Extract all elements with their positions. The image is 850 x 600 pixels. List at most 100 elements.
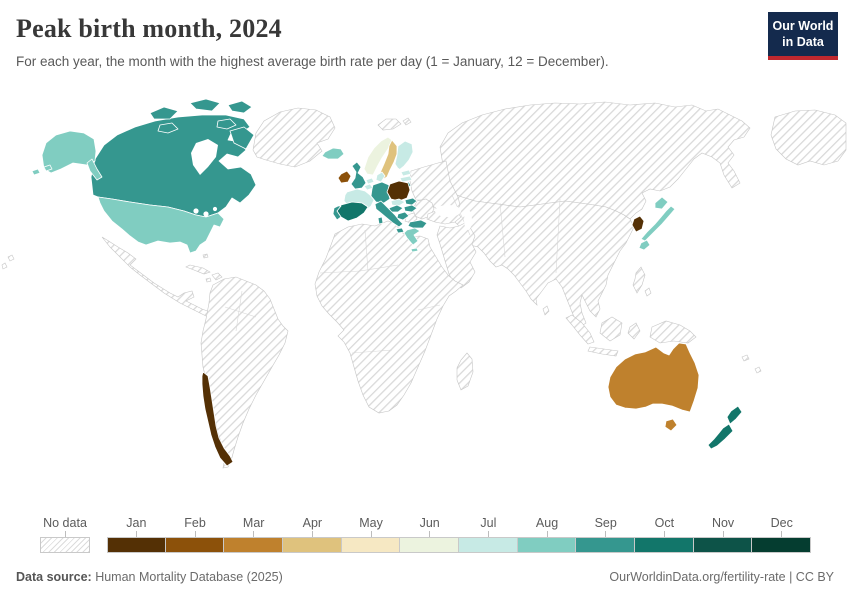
region-africa[interactable] [314, 220, 464, 414]
island-polynesia[interactable] [1, 262, 8, 270]
country-usa-aleutian-1[interactable] [43, 164, 53, 172]
legend-tick [781, 531, 783, 537]
country-new-guinea[interactable] [649, 320, 697, 344]
country-latvia[interactable] [399, 175, 413, 183]
country-borneo[interactable] [599, 316, 623, 342]
great-lake-1 [193, 208, 199, 214]
legend-tick [253, 531, 255, 537]
country-estonia[interactable] [400, 169, 412, 177]
country-canada-island-3[interactable] [227, 100, 253, 114]
legend-cell-jan[interactable]: Jan [107, 517, 166, 553]
country-svalbard-2[interactable] [402, 117, 412, 126]
country-ireland[interactable] [337, 170, 352, 184]
legend-cell-nov[interactable]: Nov [693, 517, 753, 553]
country-philippines-2[interactable] [644, 287, 652, 297]
region-south-america[interactable] [200, 276, 289, 469]
country-russia-far-east[interactable] [770, 109, 847, 166]
country-svalbard[interactable] [377, 118, 402, 131]
country-italy-sardinia[interactable] [377, 216, 384, 225]
country-bahamas[interactable] [202, 253, 209, 259]
country-greece[interactable] [403, 227, 421, 246]
legend-cell-jul[interactable]: Jul [459, 517, 518, 553]
legend-month-label: Mar [242, 516, 265, 530]
country-czechia[interactable] [390, 198, 406, 207]
country-germany[interactable] [370, 181, 391, 204]
world-map [0, 95, 850, 507]
country-australia[interactable] [607, 342, 700, 413]
legend-cell-feb[interactable]: Feb [165, 517, 225, 553]
legend-cell-aug[interactable]: Aug [517, 516, 577, 553]
country-slovakia[interactable] [404, 197, 418, 206]
legend-cell-apr[interactable]: Apr [283, 517, 342, 553]
country-usa[interactable] [97, 196, 225, 254]
legend-cell-may[interactable]: May [341, 517, 401, 553]
country-jamaica[interactable] [205, 277, 212, 283]
country-portugal[interactable] [332, 205, 342, 221]
country-italy-sicily[interactable] [395, 227, 405, 234]
country-canada-island-4[interactable] [157, 122, 179, 134]
legend-tick [194, 531, 196, 537]
legend-cell-jun[interactable]: Jun [400, 517, 460, 553]
country-canada-island-2[interactable] [189, 98, 221, 112]
country-nz-north[interactable] [726, 405, 743, 425]
legend-cell-dec[interactable]: Dec [752, 517, 812, 553]
footer-link[interactable]: OurWorldinData.org/fertility-rate | CC B… [609, 570, 834, 584]
legend-no-data[interactable]: No data [40, 517, 90, 553]
legend-month-label: Oct [654, 516, 675, 530]
country-philippines[interactable] [632, 266, 646, 294]
island-hawaii[interactable] [7, 254, 15, 262]
country-spain[interactable] [336, 201, 369, 222]
country-bulgaria[interactable] [407, 219, 428, 229]
country-poland[interactable] [386, 180, 411, 202]
country-nz-south[interactable] [707, 423, 734, 450]
border-lines-asia [224, 194, 561, 332]
country-iceland[interactable] [321, 147, 345, 160]
country-canada-island-1[interactable] [149, 106, 179, 120]
legend-tick [370, 531, 372, 537]
country-madagascar[interactable] [456, 352, 474, 391]
island-pacific-1[interactable] [741, 354, 750, 362]
country-sumatra[interactable] [565, 314, 595, 345]
country-japan-kyushu[interactable] [638, 239, 651, 251]
country-japan-hokkaido[interactable] [654, 196, 669, 210]
country-finland[interactable] [394, 140, 414, 171]
legend-cell-mar[interactable]: Mar [224, 516, 284, 553]
legend-tick [546, 531, 548, 537]
legend-tick [429, 531, 431, 537]
chart-subtitle: For each year, the month with the highes… [16, 54, 609, 69]
country-italy[interactable] [374, 200, 404, 228]
country-russia[interactable] [439, 101, 751, 220]
country-usa-aleutian-2[interactable] [31, 168, 41, 176]
country-usa-alaska-panhandle[interactable] [86, 158, 103, 181]
country-japan-honshu[interactable] [640, 205, 676, 242]
region-mexico-central-america[interactable] [101, 236, 217, 320]
owid-logo[interactable]: Our World in Data [768, 12, 838, 61]
legend-month-label: Aug [535, 516, 559, 530]
country-chile[interactable] [201, 371, 234, 467]
country-south-korea[interactable] [631, 215, 645, 233]
country-hungary[interactable] [403, 204, 418, 213]
country-australia-tasmania[interactable] [664, 418, 678, 432]
country-canada-baffin[interactable] [229, 126, 255, 150]
baltic-sea [395, 168, 401, 180]
legend-cell-oct[interactable]: Oct [635, 517, 694, 553]
black-sea [435, 205, 461, 217]
country-netherlands[interactable] [365, 177, 375, 185]
country-greece-crete[interactable] [410, 247, 419, 253]
legend-tick [663, 531, 665, 537]
country-greenland[interactable] [252, 107, 336, 168]
country-uk[interactable] [350, 161, 367, 190]
legend-month-label: Jan [126, 516, 147, 530]
country-hispaniola[interactable] [211, 272, 223, 281]
island-pacific-2[interactable] [754, 366, 762, 374]
country-java[interactable] [587, 346, 619, 357]
country-cuba[interactable] [185, 264, 211, 275]
legend-swatch [107, 537, 166, 553]
legend-cell-sep[interactable]: Sep [576, 517, 636, 553]
legend-swatch [283, 537, 342, 553]
country-denmark[interactable] [375, 171, 386, 183]
country-sri-lanka[interactable] [542, 305, 550, 316]
country-canada-island-5[interactable] [216, 118, 237, 130]
country-sulawesi[interactable] [627, 322, 641, 340]
